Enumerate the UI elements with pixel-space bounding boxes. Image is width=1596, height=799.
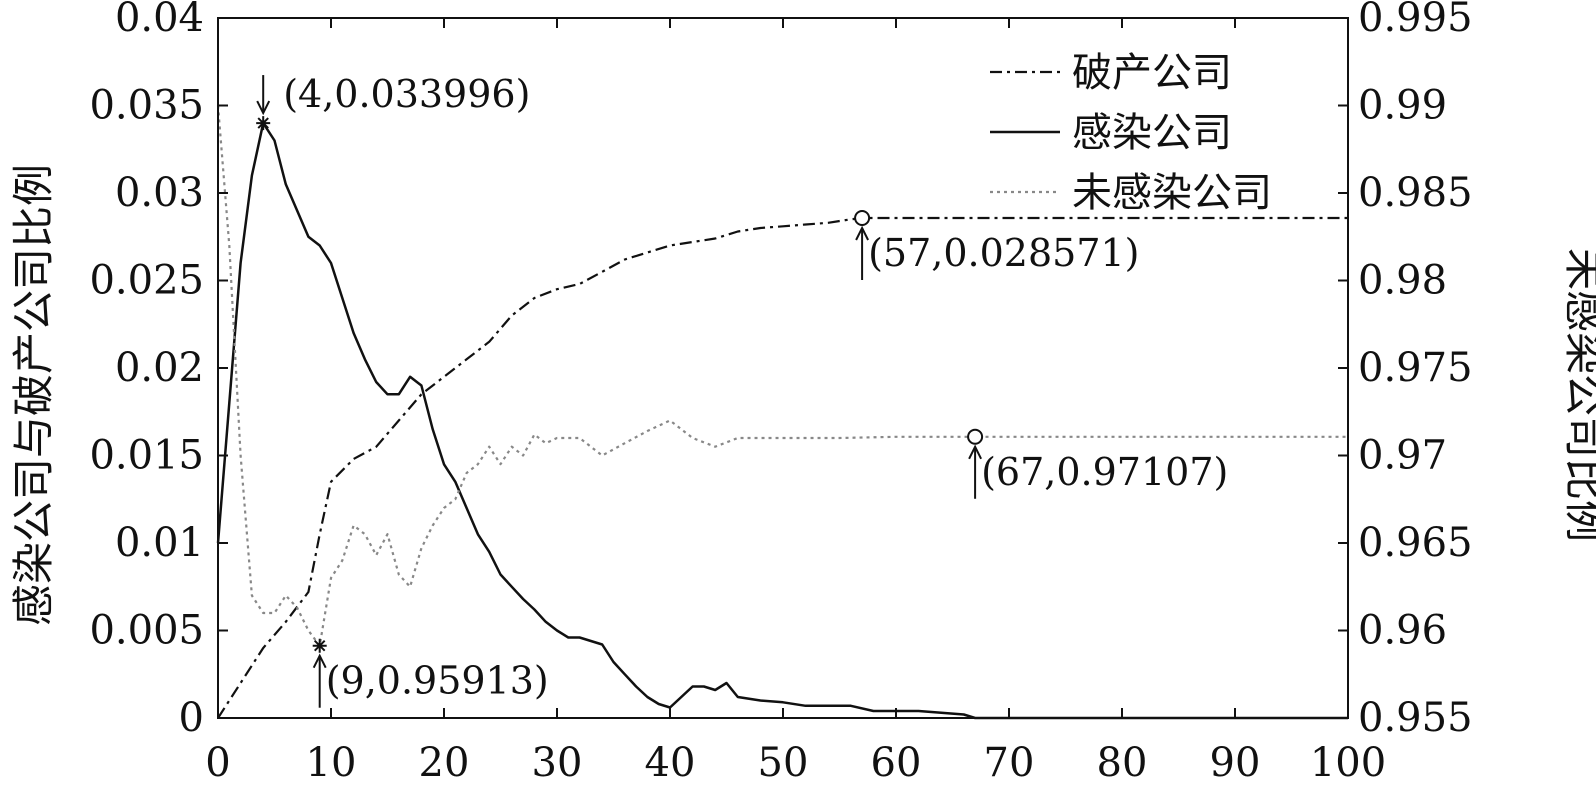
y-left-tick-label: 0.02 <box>115 345 204 391</box>
x-tick-label: 50 <box>758 740 809 786</box>
annotation-arrow-head <box>855 225 869 241</box>
y-right-tick-label: 0.96 <box>1358 608 1447 654</box>
x-tick-label: 30 <box>532 740 583 786</box>
annotation-label: (4,0.033996) <box>283 72 530 116</box>
x-tick-label: 70 <box>984 740 1035 786</box>
y-right-tick-label: 0.995 <box>1358 0 1473 41</box>
y-left-tick-label: 0.03 <box>115 170 204 216</box>
annotation-arrow-head <box>968 444 982 460</box>
annotation-circle-marker <box>854 210 871 227</box>
y-axis-left-title: 感染公司与破产公司比例 <box>9 164 58 626</box>
x-tick-label: 60 <box>871 740 922 786</box>
annotation-star-marker <box>256 116 271 131</box>
y-left-tick-label: 0.015 <box>89 433 204 479</box>
x-tick-label: 0 <box>205 740 230 786</box>
y-left-tick-label: 0 <box>179 695 204 741</box>
legend-label: 感染公司 <box>1072 110 1232 156</box>
y-right-tick-label: 0.955 <box>1358 695 1473 741</box>
series-line-1 <box>216 121 1348 720</box>
x-tick-label: 10 <box>306 740 357 786</box>
annotation-label: (67,0.97107) <box>981 450 1228 494</box>
y-axis-right-title: 未感染公司比例 <box>1560 248 1596 542</box>
x-tick-label: 90 <box>1210 740 1261 786</box>
annotation-star-marker <box>312 638 327 653</box>
annotation-arrow-head <box>312 653 327 669</box>
x-tick-label: 20 <box>419 740 470 786</box>
y-left-tick-label: 0.035 <box>89 83 204 129</box>
y-right-tick-label: 0.98 <box>1358 258 1447 304</box>
y-right-tick-label: 0.99 <box>1358 83 1447 129</box>
annotation-label: (57,0.028571) <box>868 231 1139 275</box>
legend-label: 未感染公司 <box>1072 170 1272 216</box>
y-left-tick-label: 0.005 <box>89 608 204 654</box>
series-line-2 <box>216 105 1348 647</box>
annotations: (4,0.033996) (9,0.95913) (57,0.028571) (67,… <box>256 72 1228 708</box>
x-axis: 0 10 20 30 40 50 60 70 80 90 100 <box>205 18 1386 786</box>
y-right-tick-label: 0.965 <box>1358 520 1473 566</box>
y-axis-right: 0.955 0.96 0.965 0.97 0.975 0.98 0.985 0.99 0.99… <box>1338 0 1473 741</box>
plot-lines <box>216 105 1348 720</box>
y-right-tick-label: 0.97 <box>1358 433 1447 479</box>
x-tick-label: 40 <box>645 740 696 786</box>
y-left-tick-label: 0.01 <box>115 520 204 566</box>
x-tick-label: 80 <box>1097 740 1148 786</box>
legend-label: 破产公司 <box>1072 50 1232 96</box>
y-right-tick-label: 0.975 <box>1358 345 1473 391</box>
y-right-tick-label: 0.985 <box>1358 170 1473 216</box>
series-line-0 <box>217 216 1348 719</box>
y-axis-left: 0 0.005 0.01 0.015 0.02 0.025 0.03 0.035 0.04 <box>89 0 228 741</box>
annotation-arrow-head <box>256 100 271 116</box>
x-tick-label: 100 <box>1310 740 1386 786</box>
annotation-circle-marker <box>967 428 984 445</box>
annotation-label: (9,0.95913) <box>326 659 549 703</box>
y-left-tick-label: 0.025 <box>89 258 204 304</box>
y-left-tick-label: 0.04 <box>115 0 204 41</box>
